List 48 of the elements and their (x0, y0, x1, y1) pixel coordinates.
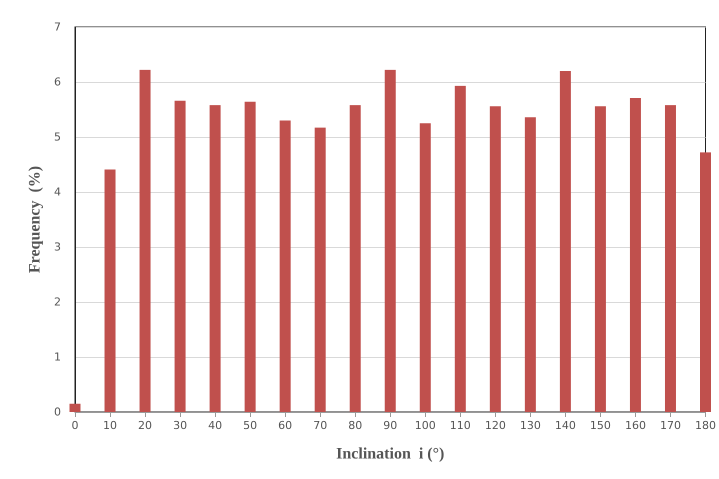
x-tick-label: 20 (138, 419, 152, 432)
x-tick-label: 120 (484, 419, 506, 432)
bar (350, 105, 361, 412)
y-tick-label: 7 (54, 20, 61, 34)
x-tick-label: 50 (243, 419, 258, 432)
bar (210, 105, 221, 412)
x-tick-label: 90 (383, 419, 398, 432)
x-tick-label: 10 (103, 419, 118, 432)
bar (490, 106, 501, 412)
y-tick-label: 4 (54, 186, 61, 198)
x-tick-label: 80 (348, 419, 362, 432)
x-tick-label: 30 (173, 419, 188, 432)
y-tick-label: 3 (54, 240, 61, 254)
bar (664, 105, 676, 412)
bar (420, 123, 431, 412)
bar (314, 128, 326, 412)
y-tick-label: 6 (54, 76, 61, 88)
y-tick-label: 1 (54, 350, 61, 364)
x-tick-label: 140 (554, 419, 576, 432)
bar (280, 120, 291, 412)
bar (70, 404, 80, 412)
bar (630, 98, 641, 412)
x-tick-label: 60 (278, 419, 292, 432)
bar (524, 117, 536, 412)
x-tick-label: 130 (520, 419, 541, 432)
x-tick-label: 0 (72, 419, 78, 432)
bar (140, 70, 151, 412)
bar (560, 71, 571, 412)
y-tick-label: 5 (54, 130, 61, 144)
x-tick-label: 100 (414, 419, 436, 432)
x-tick-label: 70 (313, 419, 328, 432)
bar (700, 152, 711, 412)
bar (174, 100, 186, 412)
y-axis-title: Frequency (%) (26, 166, 44, 274)
bar (594, 106, 606, 412)
bar (384, 70, 396, 412)
y-tick-label: 2 (54, 296, 61, 308)
bar (454, 86, 466, 412)
x-tick-label: 160 (624, 419, 646, 432)
x-tick-label: 150 (590, 419, 611, 432)
x-tick-label: 180 (695, 419, 716, 432)
x-tick-label: 40 (208, 419, 222, 432)
x-tick-label: 110 (450, 419, 471, 432)
y-tick-label: 0 (54, 406, 61, 418)
bar (244, 102, 256, 412)
x-axis-title: Inclination i (°) (336, 446, 444, 462)
bar (104, 169, 116, 412)
x-tick-label: 170 (660, 419, 681, 432)
